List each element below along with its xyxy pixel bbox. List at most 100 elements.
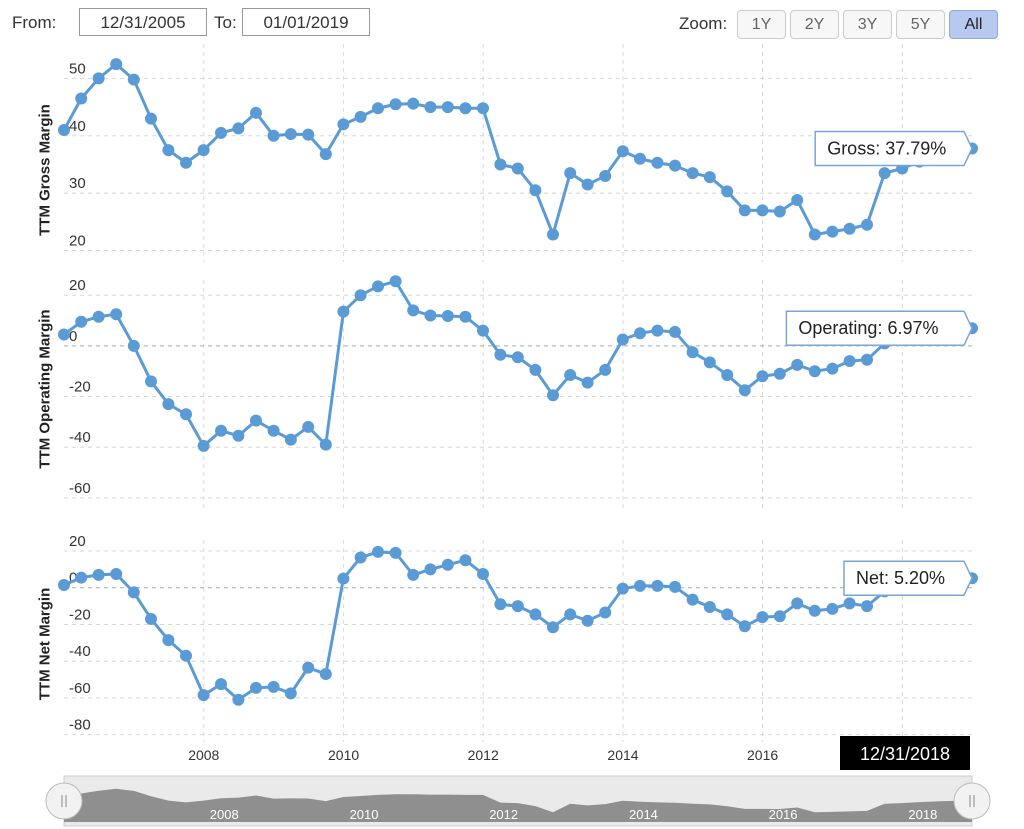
data-point[interactable] — [337, 118, 350, 131]
zoom-all-button[interactable]: All — [949, 10, 998, 39]
data-point[interactable] — [180, 649, 193, 662]
data-point[interactable] — [721, 369, 734, 381]
data-point[interactable] — [634, 327, 647, 340]
data-point[interactable] — [215, 678, 228, 691]
navigator-right-handle[interactable] — [953, 782, 991, 820]
data-point[interactable] — [878, 167, 891, 180]
data-point[interactable] — [651, 156, 664, 169]
data-point[interactable] — [389, 275, 402, 288]
data-point[interactable] — [826, 362, 839, 375]
data-point[interactable] — [180, 408, 193, 421]
data-point[interactable] — [162, 144, 175, 157]
data-point[interactable] — [319, 148, 332, 161]
data-point[interactable] — [145, 112, 158, 125]
data-point[interactable] — [581, 178, 594, 191]
data-point[interactable] — [651, 324, 664, 337]
data-point[interactable] — [861, 600, 874, 613]
data-point[interactable] — [284, 433, 297, 446]
data-point[interactable] — [773, 367, 786, 380]
from-date-input[interactable]: 12/31/2005 — [79, 8, 207, 36]
data-point[interactable] — [459, 554, 472, 567]
data-point[interactable] — [284, 128, 297, 141]
data-point[interactable] — [616, 333, 629, 346]
data-point[interactable] — [773, 205, 786, 218]
data-point[interactable] — [581, 376, 594, 389]
data-point[interactable] — [92, 72, 105, 85]
zoom-1y-button[interactable]: 1Y — [737, 10, 786, 39]
data-point[interactable] — [75, 315, 88, 328]
data-point[interactable] — [529, 184, 542, 197]
data-point[interactable] — [494, 158, 507, 171]
data-point[interactable] — [546, 228, 559, 241]
data-point[interactable] — [110, 308, 123, 321]
data-point[interactable] — [599, 363, 612, 376]
navigator-left-handle-knob[interactable] — [45, 782, 83, 820]
data-point[interactable] — [843, 355, 856, 368]
data-point[interactable] — [354, 289, 367, 302]
data-point[interactable] — [546, 621, 559, 634]
data-point[interactable] — [267, 129, 280, 142]
data-point[interactable] — [599, 606, 612, 619]
data-point[interactable] — [459, 102, 472, 115]
data-point[interactable] — [529, 608, 542, 621]
data-point[interactable] — [284, 687, 297, 700]
data-point[interactable] — [773, 610, 786, 623]
data-point[interactable] — [686, 167, 699, 180]
data-point[interactable] — [861, 218, 874, 231]
data-point[interactable] — [703, 601, 716, 614]
data-point[interactable] — [843, 597, 856, 610]
data-point[interactable] — [721, 185, 734, 198]
data-point[interactable] — [477, 567, 490, 580]
data-point[interactable] — [232, 429, 245, 442]
data-point[interactable] — [127, 586, 140, 599]
data-point[interactable] — [861, 353, 874, 366]
data-point[interactable] — [145, 612, 158, 625]
data-point[interactable] — [267, 680, 280, 693]
data-point[interactable] — [808, 604, 821, 617]
data-point[interactable] — [372, 545, 385, 558]
data-point[interactable] — [424, 101, 437, 114]
data-point[interactable] — [669, 325, 682, 338]
data-point[interactable] — [616, 145, 629, 158]
data-point[interactable] — [215, 126, 228, 139]
data-point[interactable] — [424, 563, 437, 576]
data-point[interactable] — [58, 124, 70, 137]
data-point[interactable] — [634, 152, 647, 165]
data-point[interactable] — [529, 363, 542, 376]
data-point[interactable] — [808, 365, 821, 378]
data-point[interactable] — [756, 611, 769, 624]
data-point[interactable] — [407, 97, 420, 110]
data-point[interactable] — [58, 578, 70, 591]
data-point[interactable] — [616, 582, 629, 595]
data-point[interactable] — [756, 370, 769, 383]
data-point[interactable] — [302, 420, 315, 433]
data-point[interactable] — [703, 356, 716, 369]
data-point[interactable] — [389, 98, 402, 111]
data-point[interactable] — [58, 328, 70, 341]
data-point[interactable] — [511, 351, 524, 364]
data-point[interactable] — [302, 128, 315, 141]
data-point[interactable] — [127, 339, 140, 352]
data-point[interactable] — [162, 634, 175, 647]
data-point[interactable] — [75, 571, 88, 584]
data-point[interactable] — [791, 358, 804, 371]
data-point[interactable] — [127, 73, 140, 86]
zoom-2y-button[interactable]: 2Y — [790, 10, 839, 39]
navigator-left-handle[interactable] — [45, 782, 83, 820]
data-point[interactable] — [110, 58, 123, 71]
data-point[interactable] — [162, 398, 175, 411]
data-point[interactable] — [477, 324, 490, 337]
zoom-5y-button[interactable]: 5Y — [896, 10, 945, 39]
data-point[interactable] — [756, 204, 769, 217]
data-point[interactable] — [669, 159, 682, 172]
data-point[interactable] — [511, 162, 524, 175]
data-point[interactable] — [564, 167, 577, 180]
data-point[interactable] — [250, 681, 263, 694]
data-point[interactable] — [546, 389, 559, 402]
data-point[interactable] — [337, 305, 350, 318]
data-point[interactable] — [843, 222, 856, 235]
data-point[interactable] — [703, 171, 716, 184]
data-point[interactable] — [319, 668, 332, 681]
data-point[interactable] — [354, 551, 367, 564]
data-point[interactable] — [791, 597, 804, 610]
